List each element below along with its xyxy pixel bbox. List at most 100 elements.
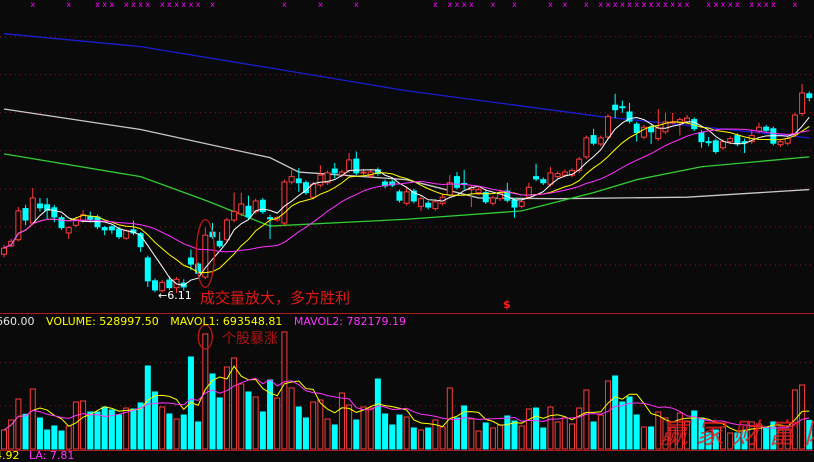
volume-bar-up (29, 388, 36, 450)
volume-bar-up (159, 406, 166, 450)
volume-bar-down (374, 378, 381, 450)
volume-bar-up (432, 419, 439, 450)
signal-marker: x (66, 0, 71, 9)
volume-bar-down (648, 426, 655, 450)
volume-bar-down (51, 425, 58, 450)
signal-marker: x (685, 0, 690, 9)
candle-up (525, 186, 532, 198)
signal-marker: x (606, 0, 611, 9)
candle-up (475, 189, 482, 194)
volume-bar-up (123, 407, 130, 450)
candle-down (763, 126, 770, 131)
candle-up (159, 281, 166, 292)
candle-up (202, 234, 209, 278)
candle-up (432, 201, 439, 210)
volume-bar-up (15, 398, 22, 450)
candle-down (425, 202, 432, 208)
candle-up (489, 197, 496, 204)
mavol2-line (3, 377, 810, 431)
candle-down (116, 228, 123, 238)
volume-bar-up (72, 401, 79, 450)
candle-down (396, 191, 403, 201)
volume-bar-up (727, 432, 734, 450)
candle-up (418, 198, 425, 207)
volume-bar-up (8, 419, 15, 450)
volume-bar-up (403, 416, 410, 450)
candle-down (259, 199, 266, 213)
candle-down (626, 111, 633, 122)
candle-up (72, 218, 79, 226)
candle-down (44, 204, 51, 211)
candle-down (590, 135, 597, 144)
signal-marker: x (634, 0, 639, 9)
candle-up (223, 219, 230, 241)
candle-down (166, 279, 173, 289)
signal-marker: x (584, 0, 589, 9)
candle-down (806, 93, 813, 99)
candle-up (597, 137, 604, 145)
signal-marker: x (512, 0, 517, 9)
volume-bar-up (367, 407, 374, 450)
candle-up (238, 203, 245, 215)
ma20-line (3, 128, 810, 253)
candle-down (331, 168, 338, 174)
candle-down (619, 106, 626, 109)
signal-marker: x (649, 0, 654, 9)
volume-bar-up (238, 383, 245, 450)
volume-bar-down (180, 414, 187, 450)
candle-down (58, 217, 65, 229)
volume-bar-up (489, 427, 496, 450)
candle-up (640, 126, 647, 138)
volume-bar-down (108, 409, 115, 450)
volume-bar-down (22, 413, 29, 450)
volume-bar-down (734, 432, 741, 450)
volume-bar-up (640, 426, 647, 450)
volume-bar-down (425, 427, 432, 450)
volume-bar-down (741, 429, 748, 450)
signal-marker: x (656, 0, 661, 9)
volume-bar-up (554, 421, 561, 450)
volume-bar-down (511, 420, 518, 450)
volume-bar-down (453, 417, 460, 450)
signal-marker: x (613, 0, 618, 9)
mavol1-line (3, 365, 810, 432)
volume-bar-down (806, 419, 813, 450)
volume-bar-up (360, 406, 367, 450)
volume-bar-up (576, 407, 583, 450)
volume-bar-up (662, 417, 669, 450)
volume-bar-down (626, 396, 633, 450)
ma5-line (3, 116, 810, 286)
volume-bar-down (58, 430, 65, 450)
signal-marker: x (160, 0, 165, 9)
candle-down (267, 217, 274, 220)
candle-up (561, 171, 568, 176)
volume-bar-down (619, 401, 626, 450)
signal-marker: x (174, 0, 179, 9)
candle-up (727, 138, 734, 143)
candle-down (144, 257, 151, 282)
volume-bar-up (583, 389, 590, 450)
candle-down (295, 178, 302, 184)
candle-down (36, 203, 43, 209)
volume-bar-down (691, 410, 698, 450)
overlay-annotation: 个股暴涨 (222, 331, 278, 347)
volume-bar-down (612, 375, 619, 450)
volume-bar-up (1, 429, 7, 450)
volume-bar-down (87, 411, 94, 450)
candle-down (648, 126, 655, 133)
volume-bar-up (252, 396, 259, 450)
volume-bar-up (338, 392, 345, 450)
candle-up (288, 176, 295, 183)
candle-up (655, 127, 662, 140)
candle-up (15, 210, 22, 241)
low-price-label: ←6.11 (158, 289, 192, 302)
volume-bar-up (468, 418, 475, 450)
callout-annotation: 成交量放大，多方胜利 (200, 289, 351, 307)
candle-down (22, 208, 29, 221)
signal-marker: x (757, 0, 762, 9)
volume-bar-up (547, 406, 554, 450)
candle-down (453, 176, 460, 188)
volume-value: VOLUME: 528997.50 (46, 315, 159, 328)
candle-down (511, 199, 518, 208)
mavol2-value: MAVOL2: 782179.19 (293, 315, 406, 328)
